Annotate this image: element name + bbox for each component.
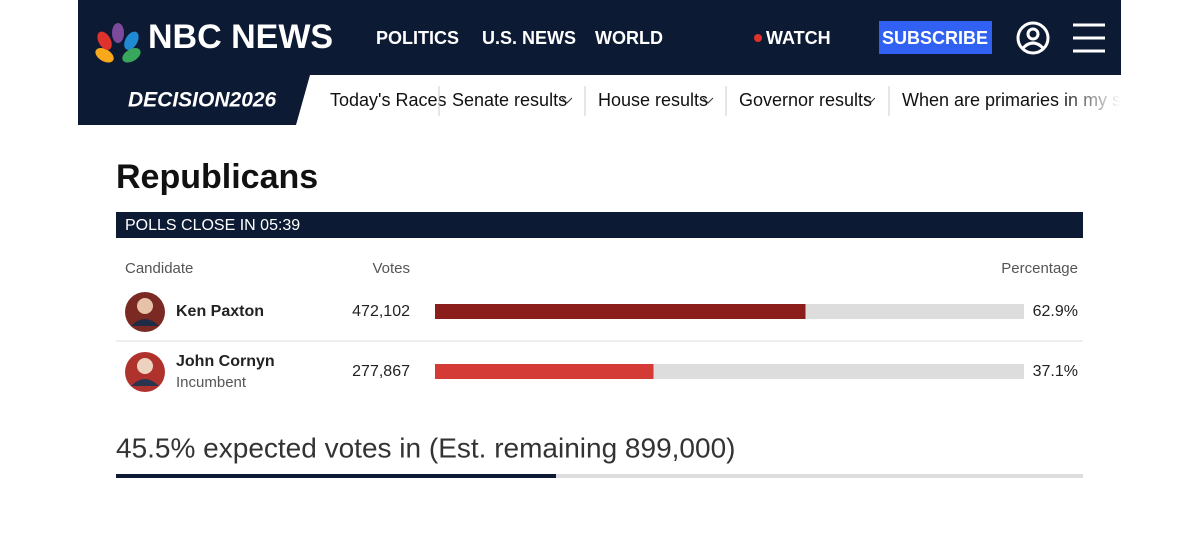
column-header: Candidate (125, 260, 193, 277)
subnav-link[interactable]: House results (598, 90, 708, 110)
column-header: Percentage (1001, 260, 1078, 277)
progress-fill (116, 474, 556, 478)
avatar (125, 352, 165, 392)
candidate-name: John Cornyn (176, 353, 275, 370)
peacock-logo (95, 23, 141, 63)
chevron (561, 97, 573, 104)
status-bar (116, 212, 1083, 238)
decision-logo[interactable]: DECISION2026 (128, 89, 277, 112)
nav-link[interactable]: POLITICS (376, 28, 459, 48)
subnav-link[interactable]: Senate results (452, 90, 567, 110)
candidate-note: Incumbent (176, 374, 247, 391)
brand[interactable]: NBC NEWS (148, 18, 333, 56)
chevron (864, 97, 876, 104)
live-dot (754, 34, 762, 42)
watch-link[interactable]: WATCH (766, 28, 831, 48)
party-heading: Republicans (116, 158, 318, 196)
status-text: POLLS CLOSE IN 05:39 (125, 217, 300, 234)
expected-votes: 45.5% expected votes in (Est. remaining … (116, 432, 735, 463)
votes: 277,867 (352, 363, 410, 380)
bar (435, 304, 806, 319)
menu-icon[interactable] (1073, 23, 1105, 53)
votes: 472,102 (352, 303, 410, 320)
progress-track (116, 474, 1083, 478)
percentage: 37.1% (1033, 363, 1078, 380)
subscribe-button[interactable] (879, 21, 992, 54)
column-header: Votes (372, 260, 410, 277)
nav-link[interactable]: WORLD (595, 28, 663, 48)
chevron (702, 97, 714, 104)
bar (435, 364, 654, 379)
nav-link[interactable]: U.S. NEWS (482, 28, 576, 48)
candidate-name: Ken Paxton (176, 303, 264, 320)
avatar (125, 292, 165, 332)
subscribe-label[interactable]: SUBSCRIBE (882, 28, 988, 48)
subnav-link[interactable]: Governor results (739, 90, 872, 110)
account-icon[interactable] (1016, 21, 1050, 55)
percentage: 62.9% (1033, 303, 1078, 320)
decision-logo-bg (78, 75, 310, 125)
subnav-link[interactable]: Today's Races (330, 90, 447, 110)
